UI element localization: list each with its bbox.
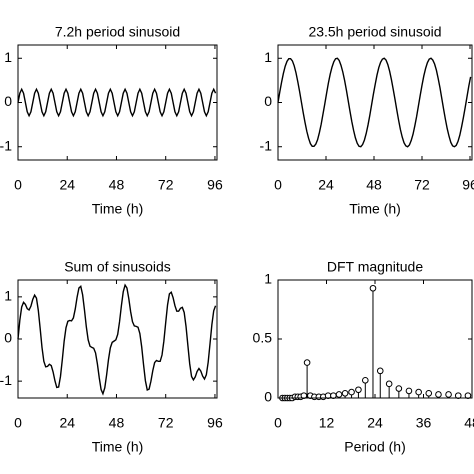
y-tick-label: 0 <box>4 93 12 109</box>
x-tick-label: 96 <box>207 177 223 193</box>
y-tick-label: 0 <box>4 330 12 346</box>
stem-marker <box>348 388 355 396</box>
x-axis-label: Time (h) <box>92 439 144 455</box>
x-tick-label: 36 <box>416 415 432 431</box>
y-tick-label: 1 <box>264 49 272 65</box>
x-tick-label: 24 <box>318 177 334 193</box>
x-tick-label: 72 <box>158 415 174 431</box>
stem-marker <box>303 359 311 366</box>
axes-box <box>17 279 218 399</box>
x-tick-label: 0 <box>14 415 22 431</box>
x-tick-label: 12 <box>319 415 335 431</box>
x-tick-label: 24 <box>59 415 75 431</box>
x-tick-label: 48 <box>464 415 474 431</box>
x-tick-label: 0 <box>274 415 282 431</box>
chart-title: 23.5h period sinusoid <box>308 24 441 40</box>
stem-marker <box>362 377 369 384</box>
y-tick-label: 1 <box>264 271 272 287</box>
y-tick-label: 1 <box>4 288 12 304</box>
stem-marker <box>341 389 349 397</box>
x-axis-label: Time (h) <box>92 201 144 217</box>
line <box>277 57 472 148</box>
x-tick-label: 96 <box>462 177 474 193</box>
y-tick-label: -1 <box>260 137 273 153</box>
stem-marker <box>385 380 393 388</box>
chart-title: DFT magnitude <box>327 259 423 275</box>
stem-marker <box>395 385 403 392</box>
line <box>17 87 217 118</box>
x-tick-label: 48 <box>109 415 125 431</box>
stem-marker <box>335 391 343 398</box>
axes-box <box>17 44 218 161</box>
stem-marker <box>415 388 422 396</box>
x-axis-label: Period (h) <box>344 439 405 455</box>
x-axis-label: Time (h) <box>349 201 401 217</box>
stem-marker <box>445 391 452 398</box>
x-tick-label: 96 <box>207 415 223 431</box>
stem-marker <box>355 386 362 394</box>
line <box>17 283 217 396</box>
x-tick-label: 72 <box>158 177 174 193</box>
x-tick-label: 24 <box>367 415 383 431</box>
y-tick-label: 0 <box>264 93 272 109</box>
x-tick-label: 24 <box>59 177 75 193</box>
stem-marker <box>369 284 377 292</box>
x-tick-label: 48 <box>366 177 382 193</box>
y-tick-label: -1 <box>0 137 12 153</box>
axes-box <box>277 44 473 161</box>
y-tick-label: 0 <box>264 389 272 405</box>
x-tick-label: 48 <box>109 177 125 193</box>
stem-marker <box>405 387 413 395</box>
chart-title: Sum of sinusoids <box>64 259 171 275</box>
x-tick-label: 72 <box>414 177 430 193</box>
y-tick-label: -1 <box>0 372 12 388</box>
stem-marker <box>425 389 433 397</box>
stem-marker <box>435 391 442 398</box>
y-tick-label: 1 <box>4 49 12 65</box>
stem-marker <box>376 367 384 375</box>
x-tick-label: 0 <box>14 177 22 193</box>
chart-title: 7.2h period sinusoid <box>55 24 180 40</box>
x-tick-label: 0 <box>274 177 282 193</box>
y-tick-label: 0.5 <box>253 330 273 346</box>
axes-box <box>277 279 473 399</box>
